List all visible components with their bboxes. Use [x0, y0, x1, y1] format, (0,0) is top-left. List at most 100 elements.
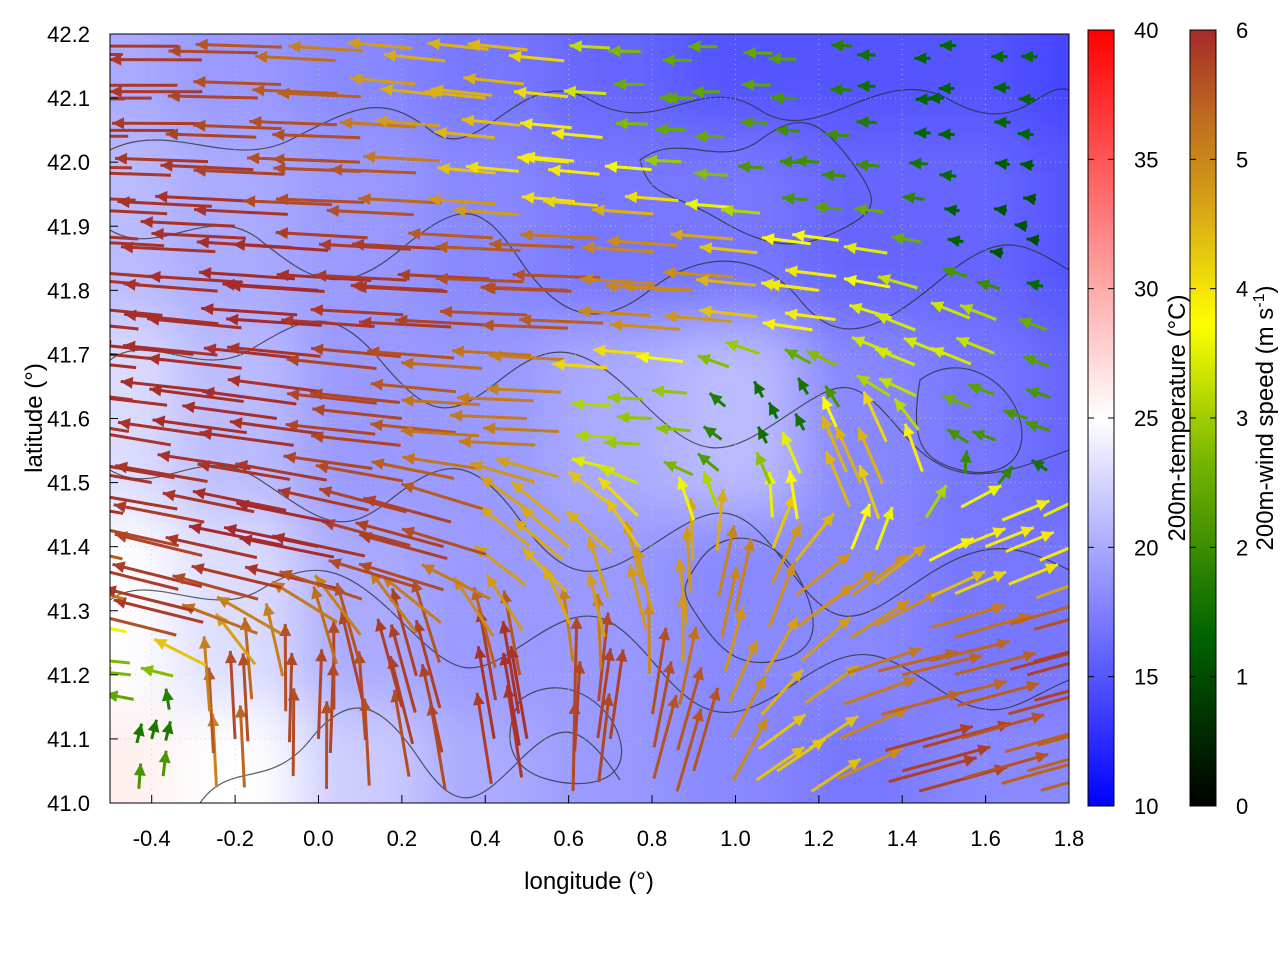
wind-vector	[771, 494, 796, 549]
wind-vector	[677, 476, 696, 521]
wind-vector	[439, 305, 528, 318]
wind-vector	[944, 204, 960, 217]
colorbar-tick-label: 2	[1236, 535, 1248, 560]
wind-vector	[551, 127, 603, 140]
wind-vector	[764, 616, 799, 674]
colorbar-tick-label: 25	[1134, 406, 1158, 431]
wind-vector	[110, 308, 163, 317]
wind-vector	[592, 344, 647, 357]
wind-vector-sample	[608, 649, 628, 740]
wind-vector	[959, 303, 997, 321]
wind-vector	[857, 427, 884, 485]
wind-vector	[481, 319, 569, 332]
wind-vector	[608, 45, 641, 58]
wind-vector	[110, 53, 123, 57]
wind-vector	[698, 305, 758, 319]
wind-vector-sample	[224, 650, 237, 739]
heatmap-cell	[172, 34, 298, 131]
wind-vector	[548, 164, 600, 177]
wind-vector	[843, 676, 917, 706]
wind-vector	[552, 358, 608, 371]
heatmap-cell	[797, 34, 924, 131]
wind-vector	[158, 750, 171, 777]
wind-vector	[768, 52, 797, 65]
wind-vector	[662, 54, 692, 67]
wind-vector-sample	[835, 425, 862, 484]
wind-vector	[655, 422, 691, 435]
wind-vector	[681, 526, 694, 594]
wind-vector	[586, 536, 610, 599]
wind-vector	[730, 674, 767, 739]
wind-vector	[878, 377, 917, 398]
x-axis: -0.4 -0.2 0.0 0.2 0.4 0.6 0.8 1.0 1.2 1.4 1.6 1.8	[133, 795, 1084, 851]
wind-vector	[451, 345, 531, 358]
wind-vector	[674, 558, 689, 625]
wind-vector	[110, 570, 179, 591]
wind-vector	[117, 418, 212, 438]
wind-vector	[120, 241, 216, 254]
wind-vector	[570, 616, 583, 707]
wind-vector	[485, 573, 524, 632]
wind-vector	[402, 453, 481, 471]
wind-vector	[388, 624, 417, 713]
wind-vector	[326, 204, 415, 217]
x-tick-label: 0.4	[470, 826, 501, 851]
wind-vector	[607, 391, 643, 404]
wind-vector	[567, 470, 615, 510]
wind-vector	[110, 134, 129, 138]
windspeed-colorbar-ticks: 0 1 2 3 4 5 6	[1190, 18, 1248, 819]
wind-vector	[112, 561, 203, 589]
wind-vector	[767, 561, 796, 628]
wind-vector	[199, 428, 294, 447]
wind-vector	[339, 117, 417, 130]
wind-vector	[201, 386, 297, 406]
wind-vector	[806, 349, 838, 367]
wind-vector-sample	[140, 216, 236, 229]
wind-vector	[862, 391, 888, 443]
y-tick-label: 41.4	[47, 535, 90, 560]
wind-vector	[110, 128, 175, 132]
wind-vector	[1033, 617, 1069, 631]
wind-vector	[753, 380, 766, 398]
windspeed-title-end: )	[1252, 286, 1279, 294]
wind-vector	[652, 694, 679, 779]
y-tick-label: 41.1	[47, 727, 90, 752]
wind-vector	[997, 465, 1014, 485]
wind-vector-sample	[733, 538, 755, 612]
wind-vector	[227, 375, 322, 394]
wind-vector	[651, 385, 687, 398]
wind-vector	[161, 688, 174, 710]
y-tick-label: 42.0	[47, 150, 90, 175]
wind-vector	[606, 235, 678, 248]
y-tick-label: 41.3	[47, 599, 90, 624]
wind-vector	[794, 412, 807, 431]
wind-vector	[1025, 420, 1050, 432]
contour-line	[110, 465, 1069, 617]
wind-vector	[198, 636, 212, 712]
wind-vector	[401, 526, 487, 556]
wind-vector	[285, 419, 376, 436]
colorbar-tick-label: 1	[1236, 665, 1248, 690]
wind-vector	[565, 509, 613, 554]
wind-vector	[843, 274, 891, 289]
wind-vector	[237, 653, 250, 742]
wind-vector	[349, 73, 416, 86]
wind-vector	[836, 747, 903, 781]
wind-vector	[941, 393, 972, 409]
wind-vector-sample	[1026, 661, 1069, 677]
wind-vector-sample	[147, 719, 160, 740]
wind-vector	[162, 489, 255, 514]
heatmap-cell	[1027, 514, 1069, 707]
wind-vector	[1023, 355, 1050, 368]
wind-vector	[310, 430, 401, 447]
wind-vector	[930, 570, 986, 598]
wind-vector	[702, 470, 719, 508]
wind-vector	[495, 456, 559, 479]
x-tick-label: 1.2	[804, 826, 835, 851]
wind-vector	[702, 425, 723, 441]
wind-vector	[877, 274, 918, 290]
wind-vector	[694, 167, 728, 180]
wind-vector	[740, 116, 768, 129]
contour-line	[110, 320, 1069, 475]
wind-vector	[489, 238, 575, 251]
